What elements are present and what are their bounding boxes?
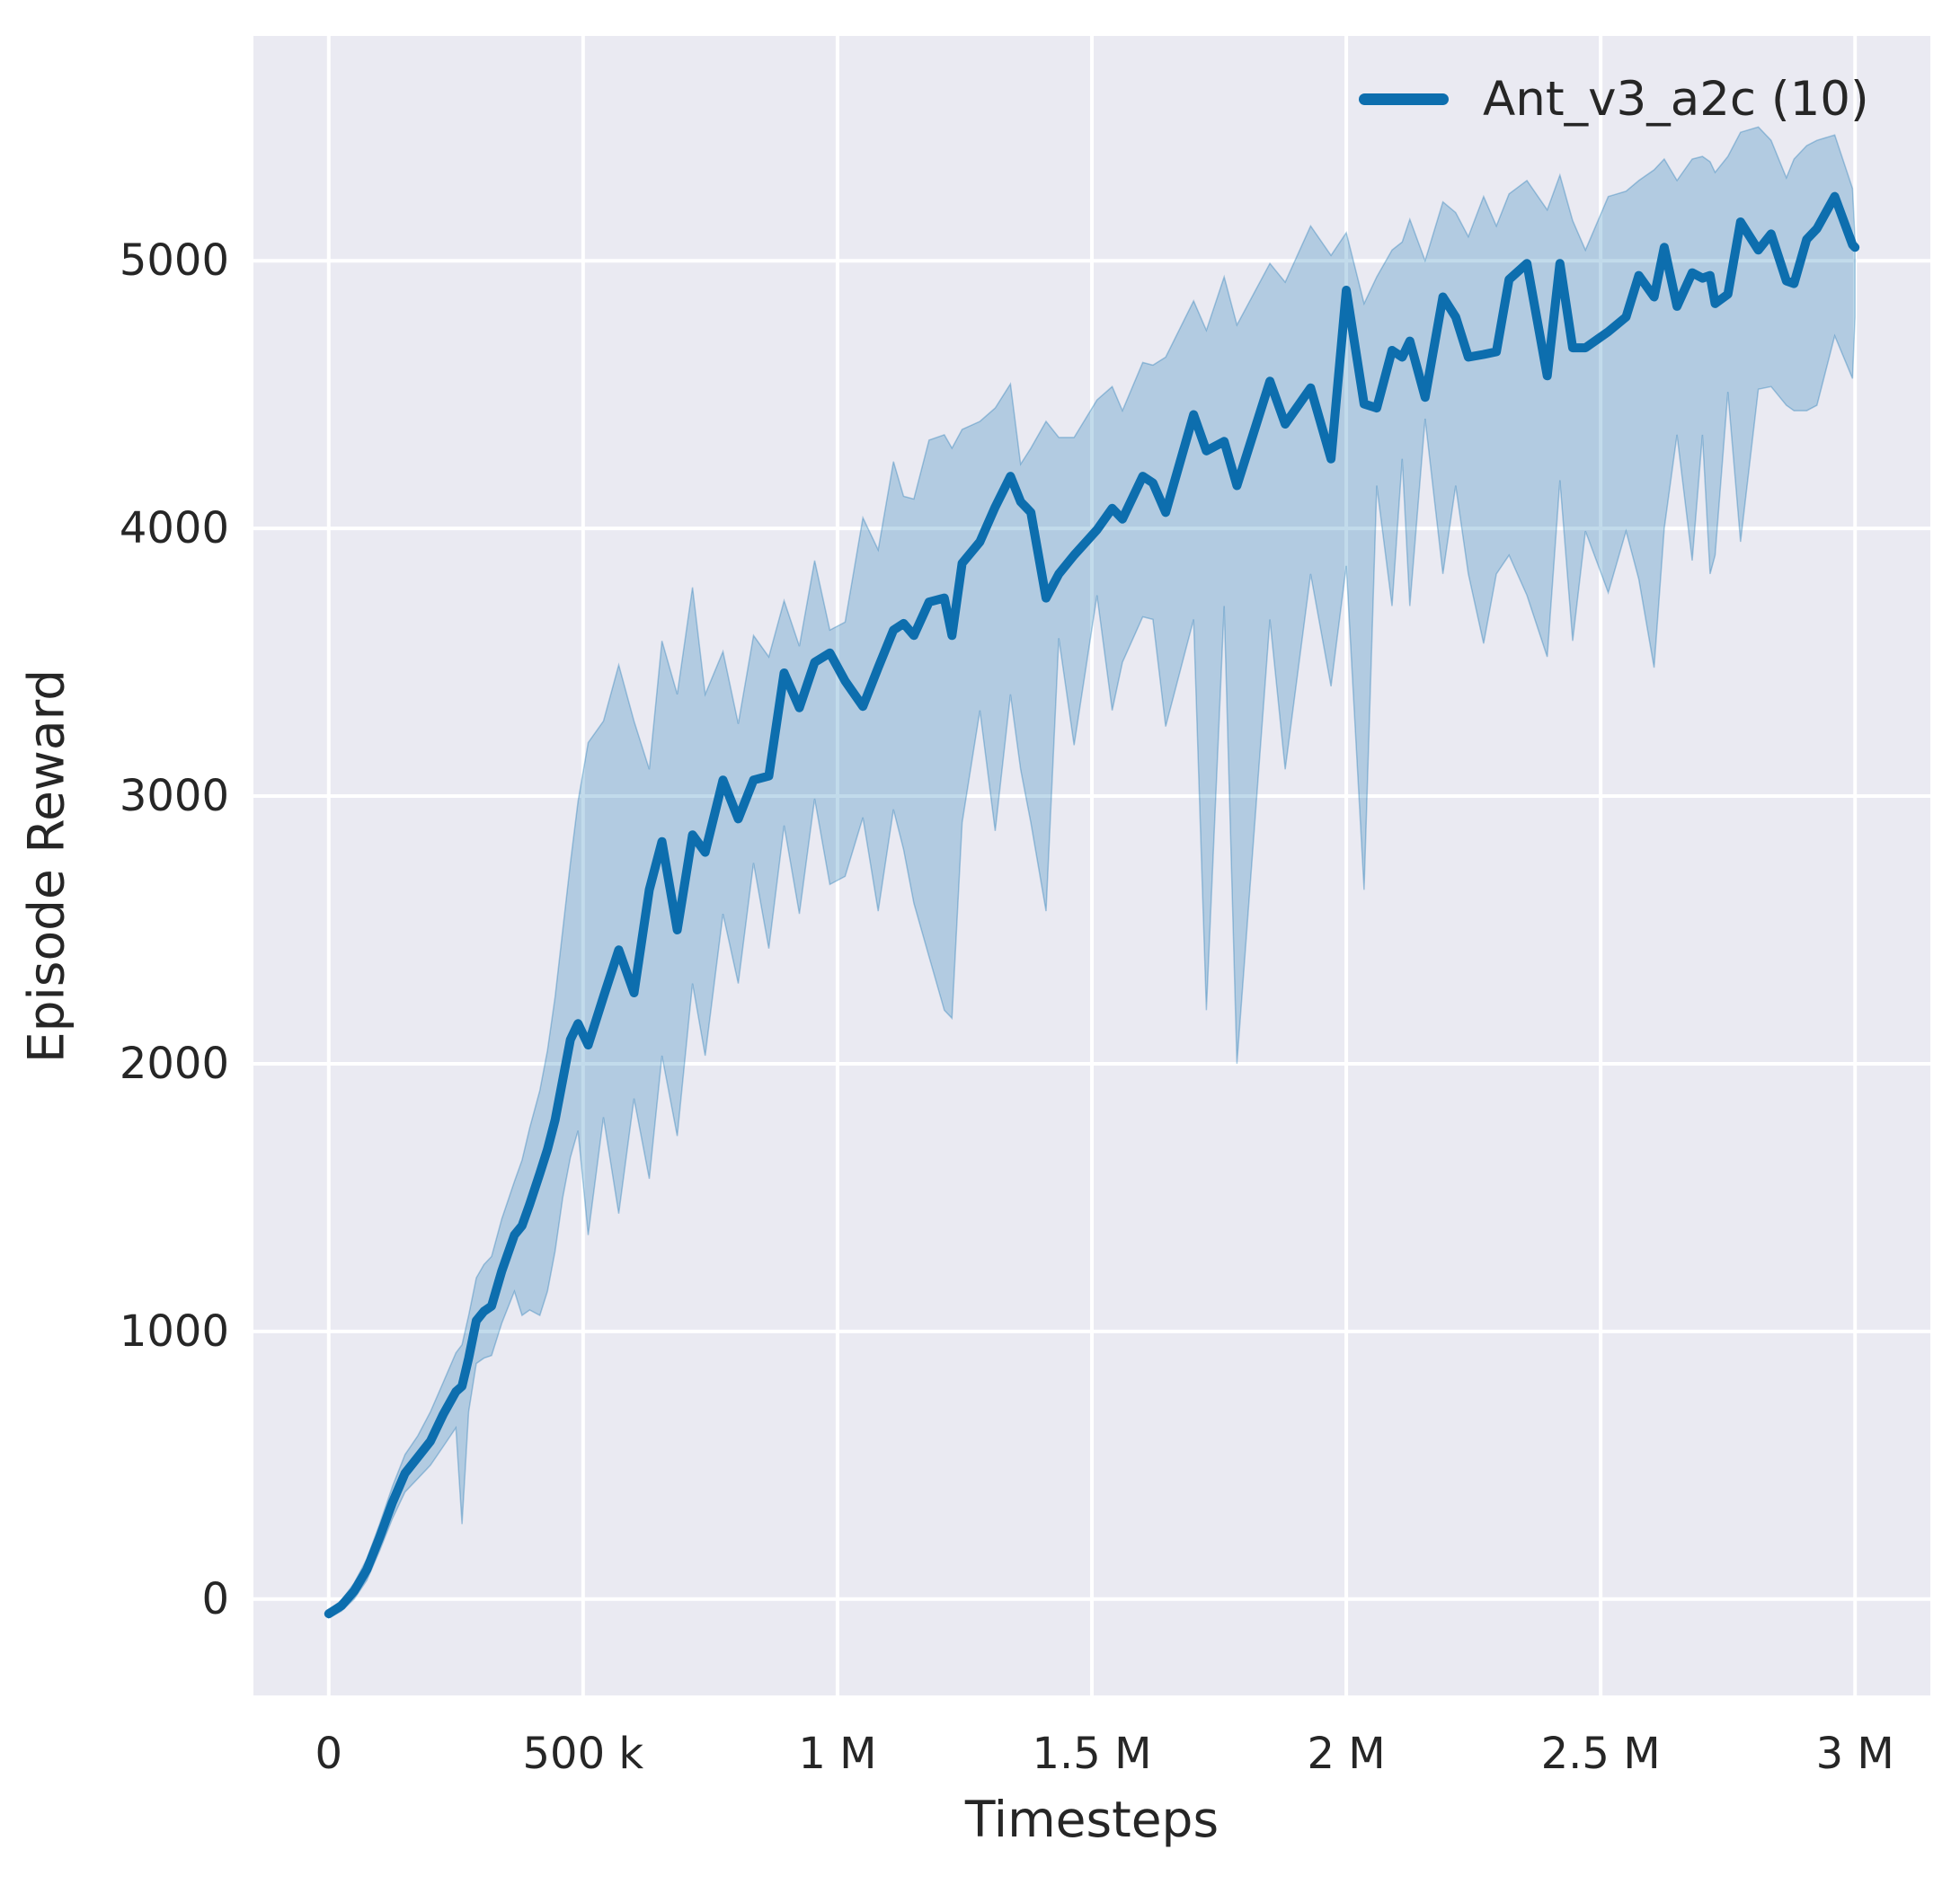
mean-reward-line — [324, 191, 1860, 1619]
x-tick-label: 3 M — [1815, 1729, 1894, 1779]
legend-series-label: Ant_v3_a2c (10) — [1483, 72, 1869, 127]
x-tick-label: 500 k — [522, 1729, 644, 1779]
confidence-band — [328, 126, 1856, 1619]
legend-line-swatch — [1359, 93, 1449, 105]
y-tick-label: 0 — [201, 1573, 229, 1624]
x-tick-label: 2 M — [1307, 1729, 1386, 1779]
y-tick-label: 2000 — [119, 1038, 229, 1089]
x-axis-label: Timesteps — [964, 1791, 1219, 1848]
y-tick-label: 1000 — [119, 1305, 229, 1357]
y-axis-label: Episode Reward — [17, 668, 75, 1063]
y-tick-label: 4000 — [119, 503, 229, 554]
x-tick-label: 1 M — [798, 1729, 877, 1779]
y-tick-label: 3000 — [119, 771, 229, 822]
x-tick-label: 1.5 M — [1032, 1729, 1152, 1779]
y-tick-label: 5000 — [119, 235, 229, 287]
legend: Ant_v3_a2c (10) — [1359, 75, 1869, 123]
x-tick-label: 0 — [315, 1729, 343, 1779]
x-tick-label: 2.5 M — [1540, 1729, 1661, 1779]
